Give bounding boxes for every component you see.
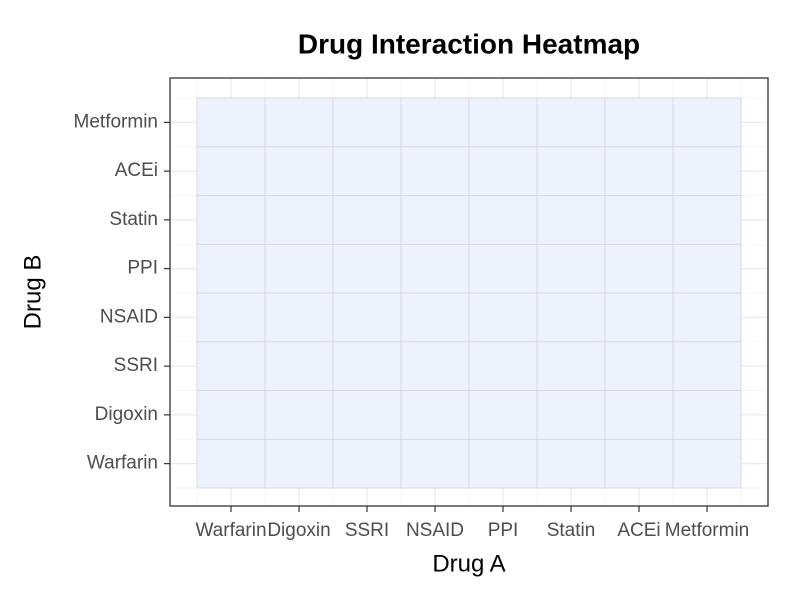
heat-cell (468, 438, 538, 489)
heat-cell (332, 390, 402, 440)
heat-cell (604, 195, 674, 245)
heat-cell (672, 146, 742, 196)
heat-cell (400, 97, 470, 148)
x-tick-label: NSAID (406, 520, 464, 541)
heat-cell (196, 146, 266, 196)
heat-cell (400, 292, 470, 343)
y-tick-label: PPI (127, 258, 158, 279)
heat-cell (536, 438, 606, 489)
y-tick-label: ACEi (115, 160, 158, 181)
y-tick-label: Metformin (74, 111, 158, 132)
y-tick-label: Warfarin (87, 453, 158, 474)
heat-cell (672, 390, 742, 440)
y-axis-title: Drug B (19, 255, 46, 330)
y-tick-label: Statin (109, 209, 158, 230)
heat-cell (672, 195, 742, 245)
heat-cell (400, 146, 470, 196)
heat-cell (604, 97, 674, 148)
heat-cell (264, 97, 334, 148)
heat-cell (672, 97, 742, 148)
x-tick-label: Metformin (665, 520, 749, 541)
heat-cell (468, 390, 538, 440)
heat-cell (264, 292, 334, 343)
heat-cell (332, 97, 402, 148)
heat-cell (400, 243, 470, 294)
heat-cell (604, 438, 674, 489)
heat-cell (332, 438, 402, 489)
heat-cell (196, 97, 266, 148)
y-tick-label: SSRI (114, 355, 158, 376)
heat-cell (264, 146, 334, 196)
heat-cell (536, 97, 606, 148)
heat-cell (604, 341, 674, 391)
heat-cell (604, 243, 674, 294)
heat-cell (536, 195, 606, 245)
heat-cell (672, 243, 742, 294)
heat-cell (604, 146, 674, 196)
chart-title: Drug Interaction Heatmap (298, 28, 640, 59)
heat-cell (196, 341, 266, 391)
heat-cell (604, 292, 674, 343)
heat-cell (400, 195, 470, 245)
heat-cell (468, 341, 538, 391)
heat-cell (536, 146, 606, 196)
heat-cell (332, 195, 402, 245)
heat-cell (468, 243, 538, 294)
x-tick-label: ACEi (617, 520, 660, 541)
heat-cell (332, 243, 402, 294)
heat-cell (196, 195, 266, 245)
x-tick-label: Digoxin (267, 520, 330, 541)
heat-cell (604, 390, 674, 440)
x-tick-label: Statin (547, 520, 596, 541)
heat-cell (264, 438, 334, 489)
heat-cell (196, 292, 266, 343)
heat-cell (332, 341, 402, 391)
heat-cell (400, 341, 470, 391)
y-tick-label: Digoxin (95, 404, 158, 425)
heat-cell (332, 292, 402, 343)
heat-cell (536, 390, 606, 440)
heat-cell (468, 146, 538, 196)
heat-cell (468, 97, 538, 148)
heat-cell (264, 341, 334, 391)
heat-cell (672, 438, 742, 489)
heat-cell (672, 292, 742, 343)
heat-cell (672, 341, 742, 391)
heat-cell (536, 341, 606, 391)
heat-cell (196, 243, 266, 294)
heat-cell (468, 292, 538, 343)
heat-cell (196, 390, 266, 440)
x-tick-label: PPI (488, 520, 519, 541)
heat-cell (264, 243, 334, 294)
heat-cell (264, 390, 334, 440)
x-axis-title: Drug A (432, 550, 505, 577)
heat-cell (400, 390, 470, 440)
heat-cell (536, 243, 606, 294)
heat-cell (400, 438, 470, 489)
heat-cell (264, 195, 334, 245)
heat-cell (196, 438, 266, 489)
panel-border (169, 77, 769, 507)
heat-cell (468, 195, 538, 245)
y-tick-label: NSAID (100, 306, 158, 327)
heat-cell (536, 292, 606, 343)
x-tick-label: SSRI (345, 520, 389, 541)
x-tick-label: Warfarin (195, 520, 266, 541)
heat-cell (332, 146, 402, 196)
